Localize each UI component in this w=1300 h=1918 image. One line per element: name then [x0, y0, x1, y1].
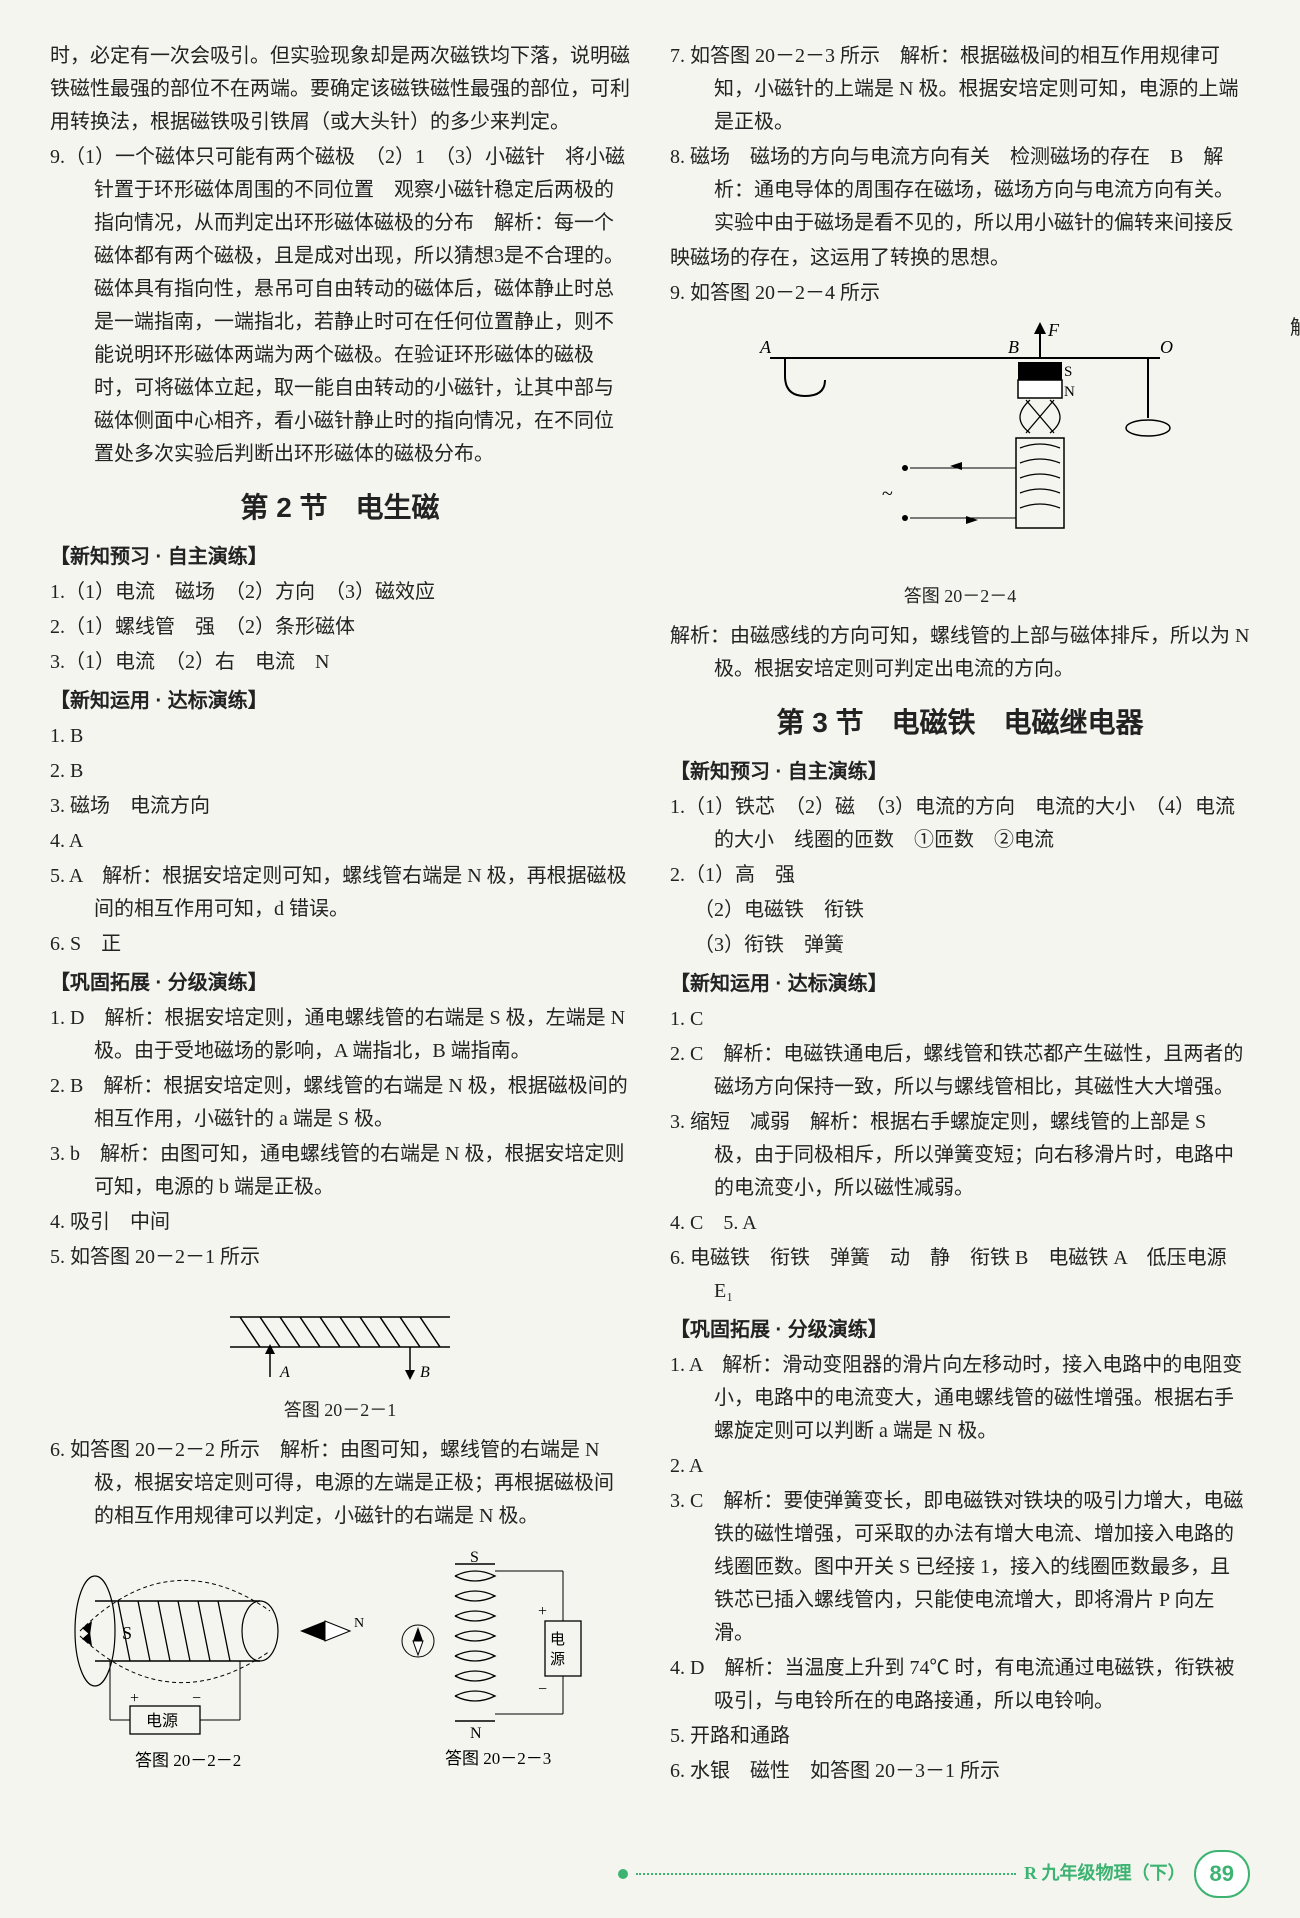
dot-bullet	[618, 1869, 628, 1879]
block-title: 【新知运用 · 达标演练】	[50, 685, 630, 718]
balance-diagram-icon: A B O F S N	[730, 318, 1190, 578]
two-diagrams-icon: S N +	[60, 1541, 620, 1771]
svg-text:答图 20－2－2: 答图 20－2－2	[135, 1751, 241, 1770]
svg-text:−: −	[538, 1681, 547, 1698]
svg-text:B: B	[420, 1364, 430, 1381]
item: 4. D 解析：当温度上升到 74℃ 时，有电流通过电磁铁，衔铁被吸引，与电铃所…	[670, 1652, 1250, 1718]
item: 9. 如答图 20－2－4 所示	[670, 277, 1250, 310]
svg-text:~: ~	[882, 483, 893, 505]
svg-text:+: +	[538, 1603, 547, 1620]
dotted-line	[636, 1873, 1016, 1875]
svg-text:O: O	[1160, 337, 1173, 357]
svg-text:源: 源	[550, 1651, 565, 1668]
item: 5. 如答图 20－2－1 所示	[50, 1241, 630, 1274]
svg-text:A: A	[279, 1364, 290, 1381]
item: 3. b 解析：由图可知，通电螺线管的右端是 N 极，根据安培定则可知，电源的 …	[50, 1138, 630, 1204]
item: 解析：因水银是导体，所以温度计应选用水银。当温度达到金属丝下端所指的温度时，电磁…	[1290, 312, 1300, 411]
block-title: 【新知运用 · 达标演练】	[670, 968, 1250, 1001]
figure-20-2-4: A B O F S N	[670, 318, 1250, 612]
item: 4. 吸引 中间	[50, 1206, 630, 1239]
item: 3. 缩短 减弱 解析：根据右手螺旋定则，螺线管的上部是 S 极，由于同极相斥，…	[670, 1106, 1250, 1205]
item: 2. C 解析：电磁铁通电后，螺线管和铁芯都产生磁性，且两者的磁场方向保持一致，…	[670, 1038, 1250, 1104]
item: 6. 电磁铁 衔铁 弹簧 动 静 衔铁 B 电磁铁 A 低压电源 E₁	[670, 1242, 1250, 1308]
svg-text:A: A	[759, 337, 772, 357]
item: 4. A	[50, 825, 630, 858]
item: 1. B	[50, 720, 630, 753]
svg-text:N: N	[354, 1616, 364, 1631]
figure-20-2-2-3: S N +	[50, 1541, 630, 1771]
item: （2）电磁铁 衔铁	[670, 894, 1250, 927]
figure-20-2-1: A B 答图 20－2－1	[50, 1282, 630, 1426]
section2-title: 第 2 节 电生磁	[50, 485, 630, 531]
svg-text:S: S	[1064, 364, 1072, 380]
svg-text:电源: 电源	[146, 1712, 178, 1730]
item: 1.（1）铁芯 （2）磁 （3）电流的方向 电流的大小 （4）电流的大小 线圈的…	[670, 791, 1250, 857]
coil-diagram-icon: A B	[190, 1282, 490, 1392]
q9: 9.（1）一个磁体只可能有两个磁极 （2）1 （3）小磁针 将小磁针置于环形磁体…	[50, 141, 630, 471]
text: 9.（1）一个磁体只可能有两个磁极 （2）1 （3）小磁针 将小磁针置于环形磁体…	[50, 146, 625, 465]
item: 解析：由磁感线的方向可知，螺线管的上部与磁体排斥，所以为 N 极。根据安培定则可…	[670, 620, 1250, 686]
svg-text:B: B	[1008, 337, 1019, 357]
page-footer: R 九年级物理（下） 89	[618, 1850, 1250, 1898]
section3-title: 第 3 节 电磁铁 电磁继电器	[670, 700, 1250, 746]
item: 2. B	[50, 755, 630, 788]
item: 1.（1）电流 磁场 （2）方向 （3）磁效应	[50, 576, 630, 609]
page-number: 89	[1194, 1850, 1250, 1898]
item: 1. C	[670, 1003, 1250, 1036]
page-content: 时，必定有一次会吸引。但实验现象却是两次磁铁均下落，说明磁铁磁性最强的部位不在两…	[50, 40, 1250, 1820]
svg-text:−: −	[192, 1690, 201, 1707]
svg-text:N: N	[470, 1725, 482, 1742]
svg-text:答图 20－2－3: 答图 20－2－3	[445, 1749, 551, 1768]
item: 1. D 解析：根据安培定则，通电螺线管的右端是 S 极，左端是 N 极。由于受…	[50, 1002, 630, 1068]
figure-20-3-1: 电源 − + 电源	[1290, 40, 1300, 304]
fig-caption: 答图 20－2－4	[670, 582, 1250, 612]
item: 3. 磁场 电流方向	[50, 790, 630, 823]
svg-text:N: N	[1064, 384, 1075, 400]
item: 6. 如答图 20－2－2 所示 解析：由图可知，螺线管的右端是 N 极，根据安…	[50, 1434, 630, 1533]
item: 3.（1）电流 （2）右 电流 N	[50, 646, 630, 679]
cont-text: 映磁场的存在，这运用了转换的思想。	[670, 242, 1250, 275]
item: 4. C 5. A	[670, 1207, 1250, 1240]
svg-text:F: F	[1047, 320, 1060, 340]
item: 3. C 解析：要使弹簧变长，即电磁铁对铁块的吸引力增大，电磁铁的磁性增强，可采…	[670, 1485, 1250, 1650]
svg-text:电: 电	[550, 1631, 565, 1648]
subject-label: R 九年级物理（下）	[1024, 1859, 1186, 1889]
item: 1. A 解析：滑动变阻器的滑片向左移动时，接入电路中的电阻变小，电路中的电流变…	[670, 1349, 1250, 1448]
item: 5. A 解析：根据安培定则可知，螺线管右端是 N 极，再根据磁极间的相互作用可…	[50, 860, 630, 926]
block-title: 【巩固拓展 · 分级演练】	[50, 967, 630, 1000]
item: 2.（1）高 强	[670, 859, 1250, 892]
item: 5. 开路和通路	[670, 1720, 1250, 1753]
item: 2.（1）螺线管 强 （2）条形磁体	[50, 611, 630, 644]
item: 8. 磁场 磁场的方向与电流方向有关 检测磁场的存在 B 解析：通电导体的周围存…	[670, 141, 1250, 240]
block-title: 【新知预习 · 自主演练】	[50, 541, 630, 574]
svg-text:+: +	[130, 1690, 139, 1707]
item: 7. 如答图 20－2－3 所示 解析：根据磁极间的相互作用规律可知，小磁针的上…	[670, 40, 1250, 139]
text: 时，必定有一次会吸引。但实验现象却是两次磁铁均下落，说明磁铁磁性最强的部位不在两…	[50, 45, 630, 133]
item: （3）衔铁 弹簧	[670, 929, 1250, 962]
item: 6. 水银 磁性 如答图 20－3－1 所示	[670, 1755, 1250, 1788]
block-title: 【新知预习 · 自主演练】	[670, 756, 1250, 789]
fig-caption: 答图 20－3－1	[1290, 274, 1300, 304]
item: 2. A	[670, 1450, 1250, 1483]
block-title: 【巩固拓展 · 分级演练】	[670, 1314, 1250, 1347]
item: 2. B 解析：根据安培定则，螺线管的右端是 N 极，根据磁极间的相互作用，小磁…	[50, 1070, 630, 1136]
intro-cont: 时，必定有一次会吸引。但实验现象却是两次磁铁均下落，说明磁铁磁性最强的部位不在两…	[50, 40, 630, 139]
fig-caption: 答图 20－2－1	[50, 1396, 630, 1426]
item: 6. S 正	[50, 928, 630, 961]
